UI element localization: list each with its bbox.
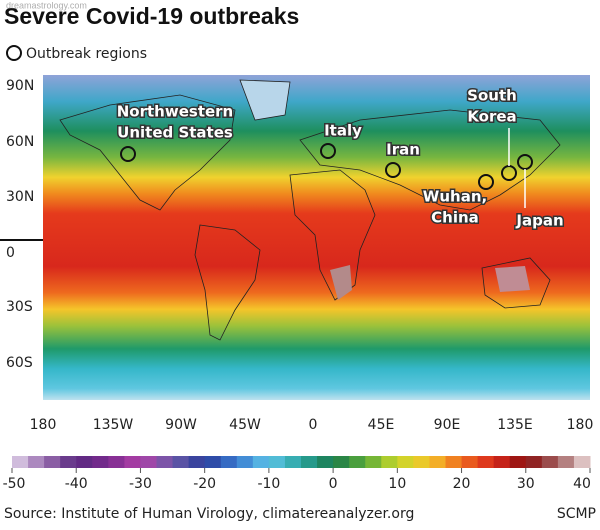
colorbar-segment [525,456,543,468]
australia-interior [495,266,530,292]
colorbar-segment [124,456,141,468]
colorbar-segment [156,456,174,468]
colorbar-tick-label: -40 [65,476,88,492]
longitude-label: 180 [30,417,57,433]
colorbar-segment [445,456,463,468]
colorbar-segment [12,456,29,468]
longitude-label: 135W [93,417,134,433]
colorbar-segment [236,456,254,468]
colorbar-segment [188,456,206,468]
colorbar-segment [429,456,446,468]
credit: SCMP [557,506,596,522]
longitude-label: 135E [497,417,533,433]
legend-symbol [6,45,22,61]
latitude-label: 90N [6,78,34,94]
colorbar-tick-label: -30 [129,476,152,492]
colorbar-tick-label: -50 [3,476,26,492]
colorbar-tick-label: 20 [453,476,471,492]
colorbar-segment [349,456,366,468]
map [43,75,590,405]
watermark: dreamastrology.com [6,0,87,10]
colorbar-segment [493,456,511,468]
region-label: United States [117,124,233,142]
colorbar-segment [301,456,318,468]
latitude-label: 0 [6,245,15,261]
region-marker [478,174,494,190]
colorbar-tick-label: 10 [388,476,406,492]
latitude-label: 30N [6,189,34,205]
colorbar-tick-label: 0 [329,476,338,492]
region-marker [120,146,136,162]
region-label: Wuhan, [423,188,487,206]
colorbar-segment [557,456,575,468]
antarctica [43,400,590,405]
south-america [194,224,261,341]
kalahari [330,265,352,300]
colorbar-segment [509,456,527,468]
colorbar-segment [413,456,430,468]
colorbar-tick-label: 40 [573,476,591,492]
longitude-label: 0 [309,417,318,433]
longitude-label: 90E [434,417,461,433]
axes: 90N 60N 30N 0 30S 60S 180 135W 90W 45W 0 45E 90E 135E… [6,78,593,433]
colorbar-segment [108,456,125,468]
colorbar-tick-label: -20 [193,476,216,492]
region-label: China [431,209,479,227]
colorbar-segment [477,456,495,468]
colorbar-segment [541,456,559,468]
eurasia [299,109,561,211]
region-label: South [467,87,517,105]
colorbar-segment [140,456,157,468]
colorbar-tick-label: 30 [517,476,535,492]
regions: Northwestern United States Italy Iran Wuhan,… [115,85,565,231]
colorbar-segment [397,456,414,468]
colorbar-segment [204,456,222,468]
colorbar-segment [268,456,286,468]
source: Source: Institute of Human Virology, cli… [4,506,414,522]
colorbar-segment [461,456,479,468]
longitude-label: 45E [368,417,395,433]
region-marker [385,162,401,178]
africa [289,169,376,301]
temperature-field [43,75,590,405]
colorbar-segment [284,456,302,468]
region-label: Korea [467,108,516,126]
latitude-label: 60S [6,355,33,371]
colorbar-segment [365,456,382,468]
region-marker [320,143,336,159]
colorbar-segment [317,456,334,468]
colorbar-segment [76,456,93,468]
title: Severe Covid-19 outbreaks [4,3,299,29]
colorbar-segment [60,456,77,468]
colorbar-segment [573,456,591,468]
region-label: Northwestern [117,103,233,121]
latitude-label: 30S [6,299,33,315]
latitude-label: 60N [6,134,34,150]
australia [481,257,551,309]
legend-label: Outbreak regions [26,46,147,62]
greenland [239,79,291,121]
longitude-label: 180 [567,417,594,433]
colorbar-segment [44,456,61,468]
region-label: Japan [515,212,563,230]
north-america [59,94,236,211]
colorbar-segment [252,456,270,468]
region-label: Iran [386,141,420,159]
colorbar-segment [381,456,398,468]
colorbar-segment [172,456,190,468]
colorbar-segment [220,456,238,468]
longitude-label: 45W [229,417,261,433]
colorbar-segment [333,456,350,468]
longitude-label: 90W [165,417,197,433]
region-label: Italy [324,122,362,140]
colorbar-segment [92,456,109,468]
colorbar-tick-label: -10 [257,476,280,492]
colorbar-segment [28,456,45,468]
colorbar: -50 -40 -30 -20 -10 0 10 20 30 40 [3,456,591,492]
